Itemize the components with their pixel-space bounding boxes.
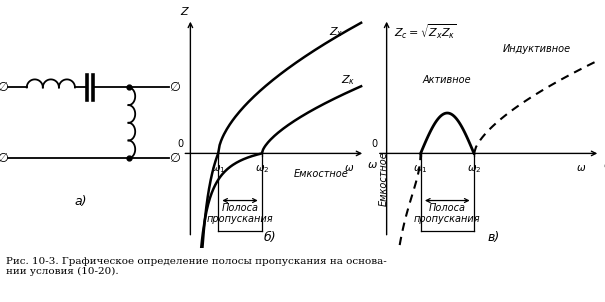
- Text: а): а): [74, 195, 87, 208]
- Text: пропускания: пропускания: [414, 214, 480, 224]
- Text: Полоса: Полоса: [221, 203, 258, 213]
- Text: Рис. 10-3. Графическое определение полосы пропускания на основа-
нии условия (10: Рис. 10-3. Графическое определение полос…: [6, 257, 387, 276]
- Text: $\omega$: $\omega$: [575, 163, 586, 173]
- Text: $\emptyset$: $\emptyset$: [169, 151, 181, 165]
- Text: Емкостное: Емкостное: [294, 169, 348, 179]
- Text: $Z_\kappa$: $Z_\kappa$: [341, 73, 356, 87]
- Text: Емкостное: Емкостное: [379, 151, 389, 206]
- Text: $Z_x$: $Z_x$: [329, 26, 344, 40]
- Text: $\omega_1$: $\omega_1$: [413, 163, 428, 175]
- Text: $\omega_1$: $\omega_1$: [211, 163, 226, 175]
- Text: 0: 0: [177, 140, 183, 149]
- Text: $\omega$: $\omega$: [367, 160, 378, 170]
- Text: $\emptyset$: $\emptyset$: [0, 80, 8, 95]
- Text: Z: Z: [181, 7, 188, 17]
- Text: б): б): [264, 231, 276, 244]
- Text: $\omega_2$: $\omega_2$: [255, 163, 269, 175]
- Text: 0: 0: [372, 140, 378, 149]
- Text: Индуктивное: Индуктивное: [503, 44, 571, 54]
- Text: $Z_c = \sqrt{Z_x Z_\kappa}$: $Z_c = \sqrt{Z_x Z_\kappa}$: [394, 22, 457, 41]
- Text: $\omega$: $\omega$: [603, 160, 605, 170]
- Text: $\omega_2$: $\omega_2$: [466, 163, 481, 175]
- Text: $\emptyset$: $\emptyset$: [169, 80, 181, 95]
- Text: в): в): [487, 231, 500, 244]
- Text: Полоса: Полоса: [429, 203, 466, 213]
- Text: $\omega$: $\omega$: [344, 163, 355, 173]
- Text: пропускания: пропускания: [207, 214, 273, 224]
- Text: Активное: Активное: [423, 75, 472, 85]
- Text: $\emptyset$: $\emptyset$: [0, 151, 8, 165]
